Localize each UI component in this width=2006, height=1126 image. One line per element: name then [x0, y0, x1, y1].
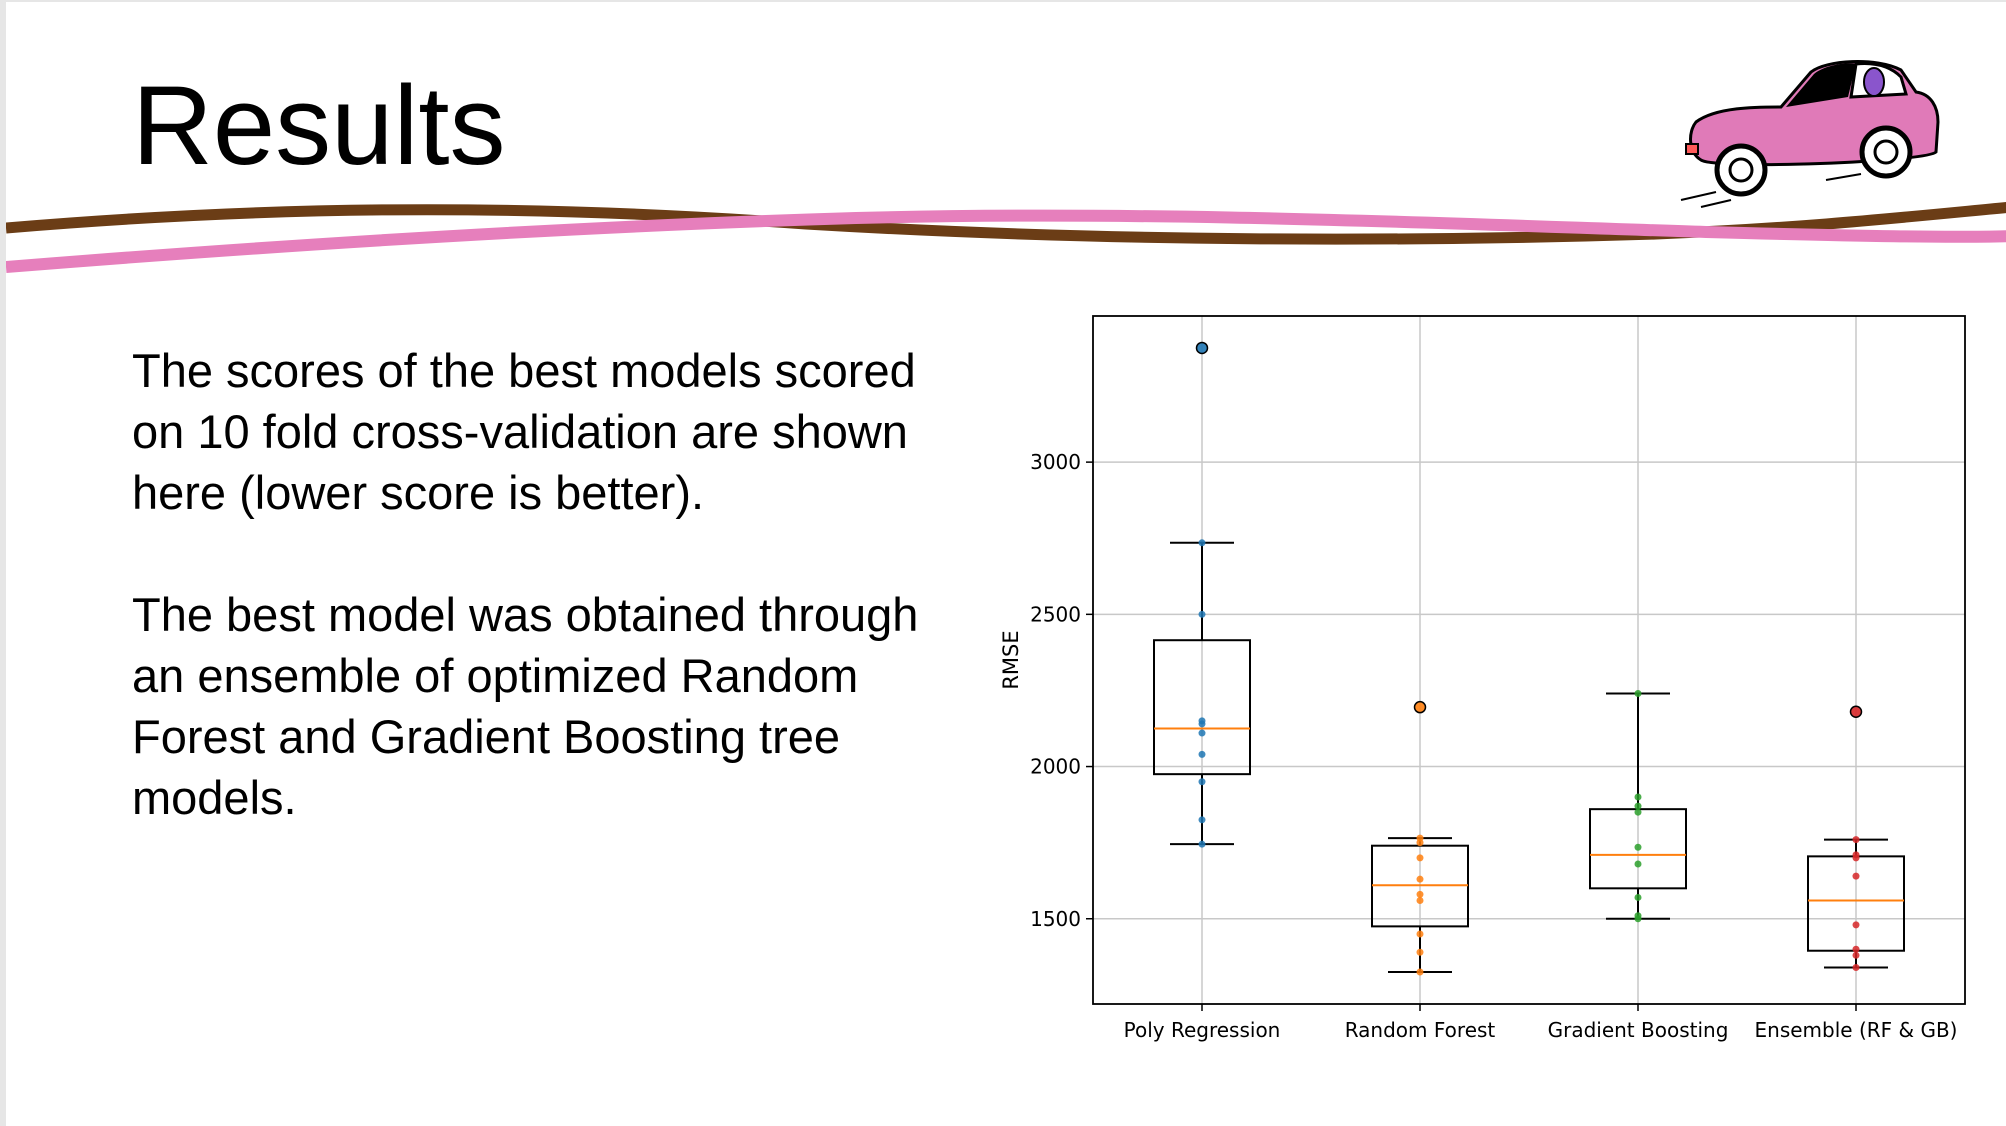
x-tick-label: Gradient Boosting [1548, 1018, 1729, 1042]
data-point [1634, 843, 1642, 851]
outlier-point [1413, 700, 1427, 714]
data-point [1852, 851, 1860, 859]
data-point [1198, 729, 1206, 737]
slide-title: Results [132, 63, 506, 188]
paragraph-best-model: The best model was obtained through an e… [132, 588, 919, 824]
outlier-point [1195, 341, 1209, 355]
data-point [1852, 963, 1860, 971]
data-point [1852, 951, 1860, 959]
data-point [1634, 808, 1642, 816]
data-point [1416, 930, 1424, 938]
pink-ribbon [6, 209, 2006, 273]
y-tick-label: 1500 [1030, 907, 1081, 931]
data-point [1198, 539, 1206, 547]
data-point [1416, 948, 1424, 956]
data-point [1852, 921, 1860, 929]
data-point [1852, 872, 1860, 880]
data-point [1198, 750, 1206, 758]
data-point [1634, 793, 1642, 801]
data-point [1416, 968, 1424, 976]
plot-frame [1092, 315, 1966, 1005]
y-tick-label: 2500 [1030, 602, 1081, 626]
y-axis-label: RMSE [999, 630, 1023, 689]
data-point [1198, 778, 1206, 786]
data-point [1198, 610, 1206, 618]
data-point [1634, 689, 1642, 697]
brown-ribbon [6, 202, 2006, 245]
data-point [1416, 896, 1424, 904]
data-point [1852, 945, 1860, 953]
y-tick-label: 3000 [1030, 450, 1081, 474]
data-point [1416, 854, 1424, 862]
data-point [1198, 840, 1206, 848]
x-tick-label: Ensemble (RF & GB) [1755, 1018, 1958, 1042]
data-point [1634, 893, 1642, 901]
x-tick-label: Poly Regression [1124, 1018, 1281, 1042]
data-point [1634, 912, 1642, 920]
x-tick-label: Random Forest [1345, 1018, 1496, 1042]
data-point [1852, 836, 1860, 844]
pink-car-icon [1680, 60, 1940, 208]
outlier-point [1849, 705, 1863, 719]
body-text: The scores of the best models scored on … [132, 340, 932, 889]
box [1153, 639, 1251, 776]
paragraph-scores: The scores of the best models scored on … [132, 344, 916, 519]
data-point [1416, 875, 1424, 883]
data-point [1634, 860, 1642, 868]
header-ribbon [6, 202, 2006, 273]
data-point [1416, 834, 1424, 842]
rmse-boxplot: 1500 2000 2500 3000 RMSE Poly Regression Rando… [999, 315, 1966, 1042]
data-point [1198, 717, 1206, 725]
y-tick-label: 2000 [1030, 755, 1081, 779]
data-point [1634, 802, 1642, 810]
data-point [1416, 890, 1424, 898]
data-point [1198, 816, 1206, 824]
